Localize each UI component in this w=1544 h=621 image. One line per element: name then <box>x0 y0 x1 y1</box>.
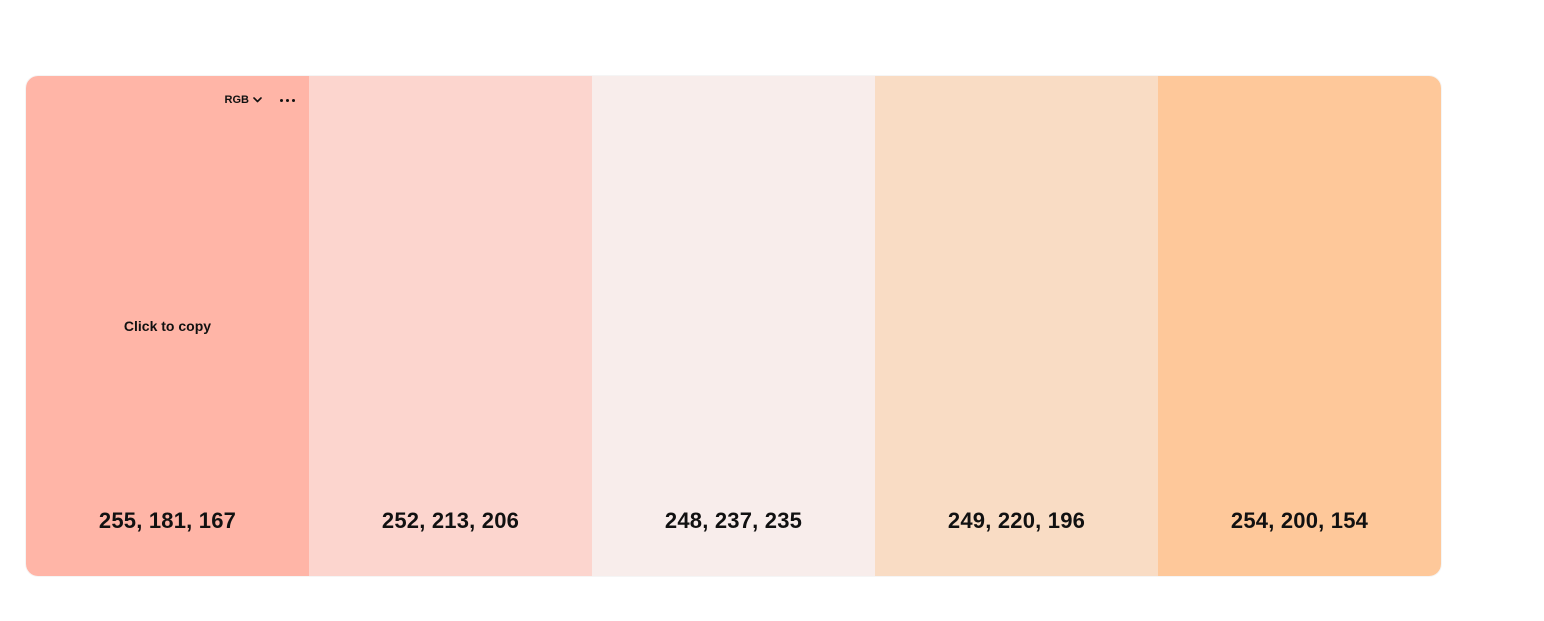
swatch-value[interactable]: 248, 237, 235 <box>664 508 803 533</box>
more-horizontal-icon <box>280 98 283 102</box>
chevron-down-icon <box>253 97 262 103</box>
swatch-value[interactable]: 249, 220, 196 <box>947 508 1086 533</box>
color-swatch-4[interactable]: 249, 220, 196 <box>875 76 1158 576</box>
color-format-select[interactable]: RGB <box>225 94 262 106</box>
color-palette: RGB Click to copy 255, 181, 167 252, 213… <box>26 76 1441 576</box>
more-options-button[interactable] <box>280 92 295 108</box>
color-swatch-2[interactable]: 252, 213, 206 <box>309 76 592 576</box>
swatch-value[interactable]: 255, 181, 167 <box>98 508 237 533</box>
click-to-copy-hint: Click to copy <box>123 318 212 334</box>
swatch-value[interactable]: 254, 200, 154 <box>1230 508 1369 533</box>
color-swatch-5[interactable]: 254, 200, 154 <box>1158 76 1441 576</box>
color-format-label: RGB <box>224 94 249 106</box>
swatch-toolbar: RGB <box>225 92 295 108</box>
color-swatch-1[interactable]: RGB Click to copy 255, 181, 167 <box>26 76 309 576</box>
color-swatch-3[interactable]: 248, 237, 235 <box>592 76 875 576</box>
swatch-value[interactable]: 252, 213, 206 <box>381 508 520 533</box>
